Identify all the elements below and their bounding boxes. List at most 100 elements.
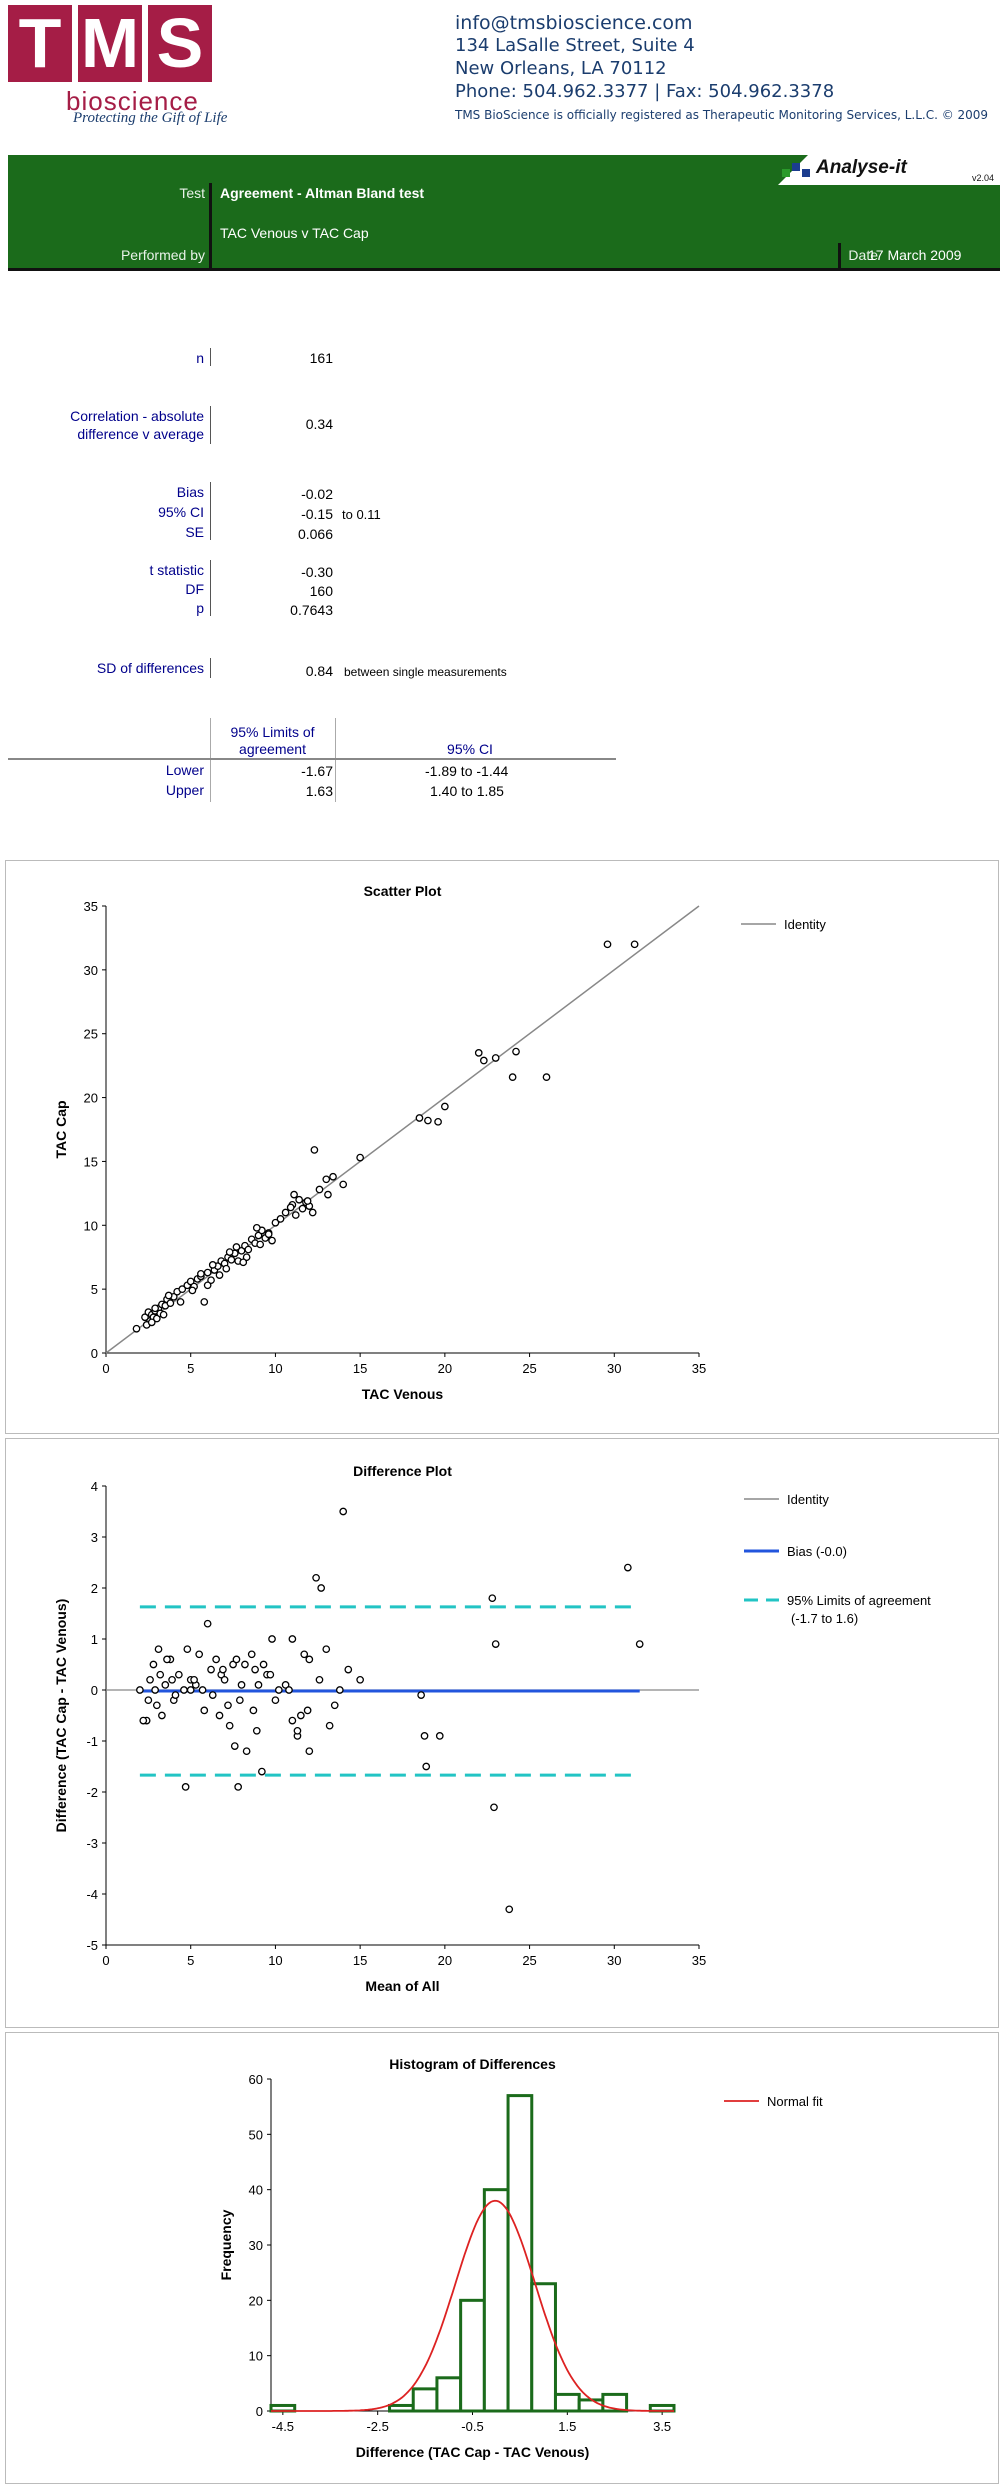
correlation-label-line2: difference v average	[77, 426, 204, 442]
data-point	[335, 1686, 344, 1694]
y-tick-label: -2	[86, 1785, 98, 1800]
data-point	[508, 1073, 517, 1081]
ci-upper-value: to 0.11	[342, 507, 381, 522]
logo-box-s: S	[148, 5, 212, 88]
data-point	[247, 1650, 256, 1659]
histogram-bar	[435, 2376, 463, 2413]
x-tick-label: 25	[522, 1953, 536, 1968]
data-point	[186, 1277, 195, 1286]
data-point	[339, 1507, 348, 1516]
histogram-bar	[506, 2094, 534, 2413]
analyse-it-brand: Analyse-it	[816, 157, 907, 178]
data-point	[344, 1665, 353, 1674]
x-tick-label: 15	[353, 1361, 367, 1376]
data-point	[296, 1711, 305, 1720]
contact-address-line2: New Orleans, LA 70112	[455, 58, 667, 79]
y-tick-label: 10	[249, 2349, 263, 2364]
data-point	[271, 1218, 280, 1227]
y-tick-label: 50	[249, 2127, 263, 2142]
scatter-plot: 0 5 10 15 20 25 30 35 0 5 10 15 20 25 30 35 Scatter Plot…	[53, 883, 826, 1402]
banner-notch	[778, 155, 1000, 185]
histogram-bar	[577, 2398, 605, 2413]
data-point	[276, 1215, 285, 1223]
data-point	[322, 1645, 331, 1654]
data-point	[434, 1117, 442, 1126]
chart-title: Difference Plot	[353, 1463, 452, 1479]
data-point	[303, 1706, 312, 1715]
y-tick-label: 30	[84, 963, 98, 978]
data-point	[132, 1324, 141, 1333]
y-tick-label: 40	[249, 2183, 263, 2198]
data-point	[291, 1211, 300, 1219]
data-point	[274, 1686, 283, 1694]
x-tick-label: 30	[607, 1953, 621, 1968]
data-point	[195, 1650, 204, 1659]
data-point	[152, 1314, 161, 1323]
data-point	[325, 1721, 334, 1730]
x-tick-label: 15	[353, 1953, 367, 1968]
sd-value: 0.84	[305, 663, 333, 679]
data-point	[308, 1208, 317, 1217]
loa-header-rule	[8, 758, 616, 760]
contact-address-line1: 134 LaSalle Street, Suite 4	[455, 35, 695, 56]
data-point	[207, 1276, 215, 1285]
x-tick-label: 20	[438, 1361, 452, 1376]
y-tick-label: 3	[91, 1530, 98, 1545]
data-point	[234, 1783, 243, 1791]
date-value: 17 March 2009	[868, 247, 962, 263]
data-point	[229, 1660, 237, 1669]
data-point	[479, 1056, 488, 1065]
histogram-bar	[553, 2392, 581, 2413]
legend-bias-label: Bias (-0.0)	[787, 1544, 847, 1559]
data-point	[424, 1116, 432, 1125]
y-tick-label: 15	[84, 1154, 98, 1169]
difference-plot-panel: 0 5 10 15 20 25 30 35 -5 -4 -3 -2 -1 0 1 2 3 4 Difference …	[5, 1438, 999, 2028]
y-axis-title: Difference (TAC Cap - TAC Venous)	[53, 1599, 69, 1833]
data-point	[241, 1660, 249, 1669]
date-label: Date	[848, 247, 878, 263]
data-point	[200, 1706, 209, 1715]
data-point	[254, 1231, 263, 1240]
se-label: SE	[185, 524, 204, 540]
data-point	[293, 1726, 302, 1735]
data-point	[422, 1762, 431, 1771]
normal-fit-curve	[271, 2199, 674, 2412]
t-statistic-label: t statistic	[149, 562, 204, 578]
x-tick-label: 35	[692, 1953, 706, 1968]
data-point	[190, 1675, 198, 1684]
legend-identity-label: Identity	[784, 917, 826, 932]
data-point	[305, 1655, 314, 1664]
contact-email[interactable]: info@tmsbioscience.com	[455, 12, 693, 34]
y-tick-label: 4	[91, 1479, 98, 1494]
data-point	[151, 1304, 159, 1313]
legend-normal-fit-label: Normal fit	[767, 2094, 823, 2109]
legend-loa-label: 95% Limits of agreement	[787, 1593, 931, 1608]
data-point	[258, 1767, 266, 1776]
data-point	[242, 1253, 251, 1262]
data-point	[159, 1310, 168, 1319]
data-point	[300, 1650, 309, 1659]
loa-ci-header: 95% CI	[447, 741, 493, 757]
x-tick-label: 30	[607, 1361, 621, 1376]
data-point	[164, 1291, 173, 1300]
data-point	[315, 1675, 324, 1684]
data-point	[151, 1686, 159, 1694]
data-point	[171, 1691, 180, 1699]
data-point	[322, 1175, 331, 1184]
data-point	[154, 1645, 163, 1654]
lower-ci: -1.89 to -1.44	[425, 763, 509, 779]
x-tick-label: 3.5	[653, 2419, 671, 2434]
scatter-plot-panel: 0 5 10 15 20 25 30 35 0 5 10 15 20 25 30 35 Scatter Plot…	[5, 860, 999, 1434]
data-point	[623, 1563, 632, 1572]
histogram: -4.5 -2.5 -0.5 1.5 3.5 0 10 20 30 40 50 60 Histogram…	[218, 2056, 823, 2460]
data-point	[237, 1681, 246, 1689]
data-point	[225, 1721, 234, 1730]
analyse-it-logo-icon	[778, 159, 818, 186]
y-tick-label: 10	[84, 1218, 98, 1233]
df-label: DF	[185, 581, 204, 597]
y-tick-label: 2	[91, 1581, 98, 1596]
legend-identity-label: Identity	[787, 1492, 829, 1507]
x-axis-title: Mean of All	[365, 1978, 439, 1994]
data-point	[474, 1049, 483, 1057]
data-point	[415, 1114, 424, 1122]
